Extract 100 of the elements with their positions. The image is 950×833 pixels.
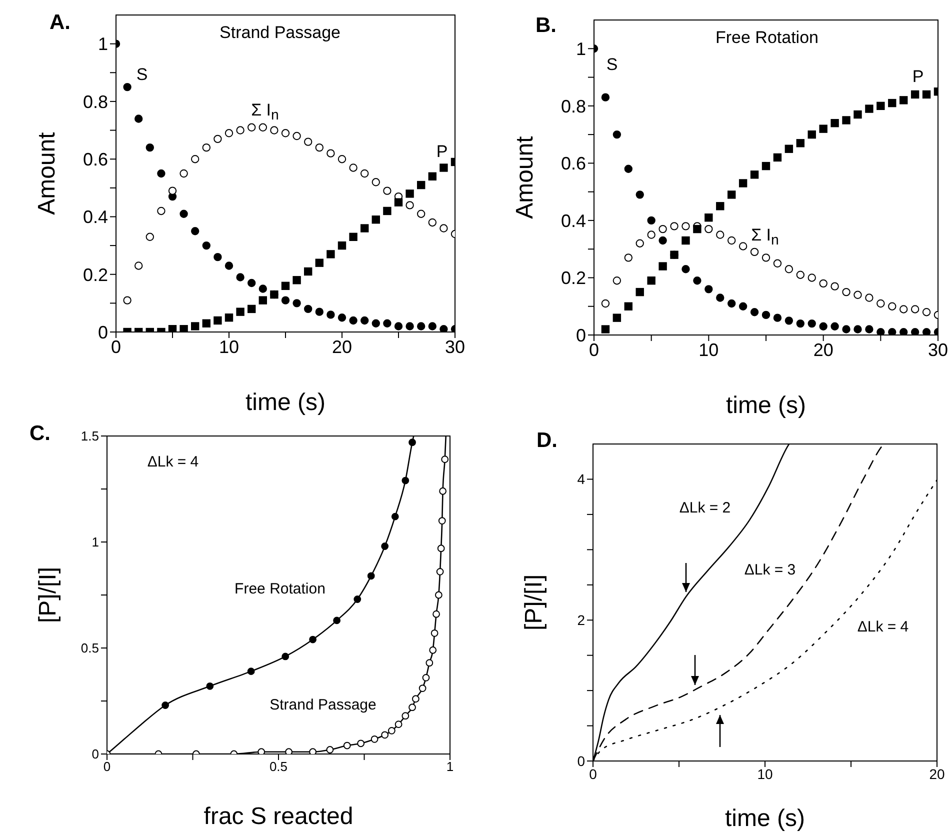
point (206, 682, 214, 690)
point (134, 114, 143, 123)
point (360, 169, 369, 178)
point (202, 319, 210, 328)
point (406, 190, 414, 198)
point (738, 179, 748, 188)
point (417, 210, 426, 218)
point (146, 143, 154, 152)
point (682, 236, 690, 245)
point (441, 456, 449, 464)
point (438, 517, 446, 524)
point (180, 325, 188, 332)
x-tick-label: 30 (444, 336, 466, 357)
point (773, 153, 782, 162)
point (612, 130, 622, 139)
y-tick-label: 0.2 (560, 268, 586, 288)
point (624, 254, 632, 262)
series-label: ΔLk = 3 (744, 562, 796, 578)
point (391, 512, 399, 520)
point (292, 299, 301, 308)
point (842, 288, 850, 296)
x-tick-label: 20 (813, 340, 834, 360)
point (258, 296, 267, 304)
point (658, 224, 667, 234)
point (349, 164, 358, 172)
point (612, 276, 622, 285)
point (865, 294, 874, 302)
point (842, 116, 850, 124)
point (309, 748, 316, 754)
point (432, 610, 440, 618)
point (888, 98, 896, 108)
point (796, 270, 804, 279)
point (704, 213, 713, 222)
point (236, 126, 244, 134)
point (693, 276, 702, 285)
point (428, 218, 436, 227)
point (123, 82, 132, 92)
point (784, 316, 794, 325)
point (670, 222, 678, 230)
y-axis-title: [P]/[I] (34, 566, 62, 624)
point (214, 316, 222, 325)
point (248, 123, 256, 132)
point (426, 659, 434, 667)
point (682, 222, 690, 230)
point (624, 302, 632, 310)
annotation: ΔLk = 4 (147, 454, 199, 470)
series-label: ΔLk = 2 (679, 500, 731, 516)
point (750, 248, 759, 256)
point (854, 290, 862, 300)
point (658, 236, 667, 245)
point (922, 90, 931, 99)
x-tick-label: 20 (929, 766, 945, 782)
text: D. (536, 429, 558, 453)
point (406, 322, 414, 330)
y-tick-label: 0 (98, 322, 108, 342)
point (728, 236, 736, 245)
y-tick-label: 0.8 (82, 92, 108, 112)
x-tick-label: 20 (332, 336, 352, 357)
point (157, 169, 166, 178)
point (910, 328, 920, 335)
y-tick-label: 1 (92, 534, 99, 550)
point (191, 227, 200, 236)
point (773, 259, 782, 268)
point (418, 684, 426, 692)
point (784, 265, 794, 274)
point (888, 328, 896, 335)
y-tick-label: 0.4 (560, 210, 586, 231)
point (440, 224, 448, 232)
point (360, 224, 369, 232)
point (704, 224, 713, 234)
point (830, 118, 839, 128)
point (281, 282, 290, 290)
point (750, 170, 759, 179)
point (865, 325, 874, 334)
point (236, 308, 244, 316)
point (370, 735, 378, 743)
point (900, 96, 908, 104)
point (408, 438, 416, 446)
point (326, 149, 335, 158)
point (309, 636, 316, 644)
point (428, 172, 436, 180)
y-axis-title: Amount (512, 136, 539, 219)
point (214, 134, 222, 144)
point (830, 322, 839, 331)
y-tick-label: 0.6 (560, 154, 586, 174)
point (738, 242, 748, 250)
series-label: S (136, 65, 148, 85)
point (315, 143, 324, 152)
point (372, 178, 380, 186)
x-tick-label: 10 (218, 336, 240, 357)
point (430, 629, 438, 637)
x-tick-label: 0 (589, 766, 598, 782)
point (383, 206, 392, 216)
point (360, 316, 369, 325)
x-axis-title: time (s) (246, 389, 326, 416)
x-tick-label: 30 (928, 340, 948, 360)
point (865, 104, 874, 113)
point (383, 319, 392, 328)
y-tick-label: 0.6 (82, 149, 108, 170)
point (162, 702, 170, 709)
